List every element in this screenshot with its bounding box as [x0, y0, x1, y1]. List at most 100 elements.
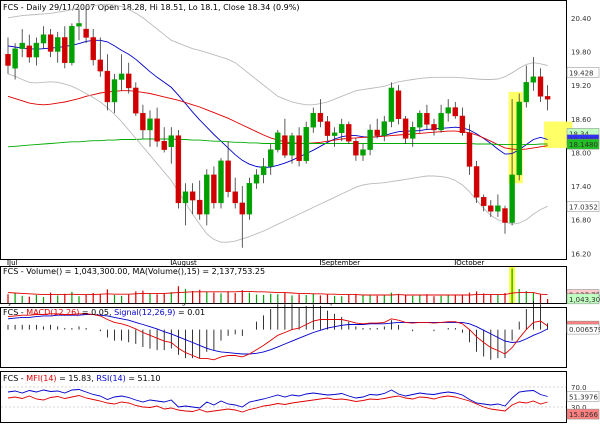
header-symbol: FCS — [3, 3, 18, 12]
macd-markers: 0.0480.006579 — [566, 320, 600, 335]
candle-body — [544, 96, 551, 100]
price-tick-label: 18.00 — [571, 149, 591, 157]
volume-marker-1-bg — [566, 293, 600, 305]
candle-body — [381, 121, 387, 136]
macd-line — [7, 313, 548, 361]
price-marker-0: 19.428 — [569, 69, 594, 77]
macd-signal-label: Signal(12,26,9) — [114, 308, 175, 317]
price-tick-label: 16.20 — [571, 250, 591, 258]
header-close-label: Close — [223, 3, 245, 12]
header-close: 18.34 — [247, 3, 270, 12]
candle-body — [111, 79, 118, 103]
candle-body — [296, 135, 302, 162]
candle-body — [26, 45, 32, 58]
mfi-grid: 70.0 30.0 — [1, 384, 587, 412]
price-tick-label: 19.20 — [571, 82, 591, 90]
candle-body — [289, 135, 295, 156]
mfi-marker-0-bg — [566, 391, 600, 402]
candle-body — [402, 118, 409, 139]
overlay-line-0 — [7, 39, 548, 169]
candle-body — [488, 205, 494, 212]
mfi-tick-label: 30.0 — [571, 404, 587, 412]
candle-body — [395, 90, 402, 119]
volume-header: FCS - Volume() = 1,043,300.00, MA(Volume… — [3, 267, 265, 276]
volume-panel: 2,137,7531,043,300 FCS - Volume() = 1,04… — [0, 266, 600, 305]
mfi-marker-1-bg — [566, 408, 600, 420]
candle-body — [182, 191, 189, 204]
candle-body — [374, 129, 380, 136]
candle-body — [473, 166, 480, 198]
price-panel-frame — [0, 0, 567, 260]
volume-panel-frame — [0, 266, 567, 304]
candle-body — [90, 37, 96, 61]
header-open-label: Open — [98, 3, 119, 12]
header-lo-label: Lo — [188, 3, 197, 12]
mfi-value: = 15.83, — [59, 374, 94, 383]
price-header: FCS - Daily 29/11/2007 Open 18.28, Hi 18… — [3, 3, 299, 12]
candle-body — [346, 124, 352, 142]
candle-body — [133, 87, 139, 114]
candle-body — [154, 118, 160, 142]
candle-body — [530, 76, 537, 83]
macd-label: MACD(12,26) — [26, 308, 79, 317]
price-marker-1: 18.34 — [569, 130, 590, 138]
candle-body — [537, 76, 544, 97]
candle-body — [331, 132, 338, 136]
candle-body — [523, 82, 529, 103]
mfi-tick-label: 70.0 — [571, 384, 587, 392]
candle-body — [495, 205, 501, 212]
price-marker-3: 18.1480 — [569, 141, 598, 149]
macd-panel-frame — [0, 307, 567, 368]
candle-body — [339, 124, 345, 134]
volume-ma-line — [7, 290, 548, 296]
mfi-label: MFI(14) — [26, 374, 56, 383]
candle-body — [275, 132, 281, 150]
price-tick-label: 17.40 — [571, 183, 591, 191]
candle-body — [83, 28, 89, 38]
month-label-price: October — [456, 259, 484, 267]
candle-body — [360, 149, 366, 156]
macd-panel: 0.0480.006579 FCS - MACD(12,26) = 0.05, … — [0, 301, 600, 368]
macd-header: FCS - MACD(12,26) = 0.05, Signal(12,26,9… — [3, 308, 205, 317]
macd-signal-value: = 0.01 — [178, 308, 205, 317]
header-hi-label: Hi — [150, 3, 158, 12]
candle-body — [218, 160, 224, 204]
candle-body — [424, 112, 430, 125]
candle-body — [69, 26, 75, 63]
candle-body — [410, 126, 416, 139]
month-label-price: Jul — [8, 259, 18, 267]
mfi-marker-1: 15.8266 — [569, 411, 598, 419]
header-date: 29/11/2007 — [49, 3, 95, 12]
volume-ma-line — [7, 290, 548, 296]
candle-body — [125, 73, 132, 89]
overlay-line-3 — [7, 3, 548, 106]
mfi-markers: 51.3976 15.8266 — [566, 391, 600, 420]
candle-body — [431, 124, 437, 131]
header-period: Daily — [26, 3, 47, 12]
rsi-label: RSI(14) — [96, 374, 125, 383]
candle-body — [310, 112, 316, 128]
candle-body — [140, 112, 146, 131]
candle-body — [147, 118, 153, 131]
candle-body — [161, 141, 167, 150]
candle-body — [225, 160, 231, 192]
candle-body — [353, 141, 359, 156]
candle-body — [452, 107, 458, 117]
mfi-line — [7, 395, 548, 413]
volume-marker-1: 1,043,300 — [569, 296, 600, 304]
candle-body — [253, 174, 260, 184]
candle-body — [324, 121, 331, 136]
candle-body — [502, 208, 508, 223]
price-tick-label: 20.40 — [571, 15, 591, 23]
overlay-line-4 — [7, 73, 548, 243]
rsi-line — [7, 389, 548, 409]
candle-body — [459, 115, 466, 134]
moving-average-lines — [7, 3, 548, 243]
candle-body — [19, 42, 25, 49]
macd-marker-1: 0.006579 — [569, 326, 600, 334]
header-open: 18.28 — [122, 3, 145, 12]
price-marker-4-bg — [566, 201, 600, 212]
candle-body — [12, 48, 18, 69]
